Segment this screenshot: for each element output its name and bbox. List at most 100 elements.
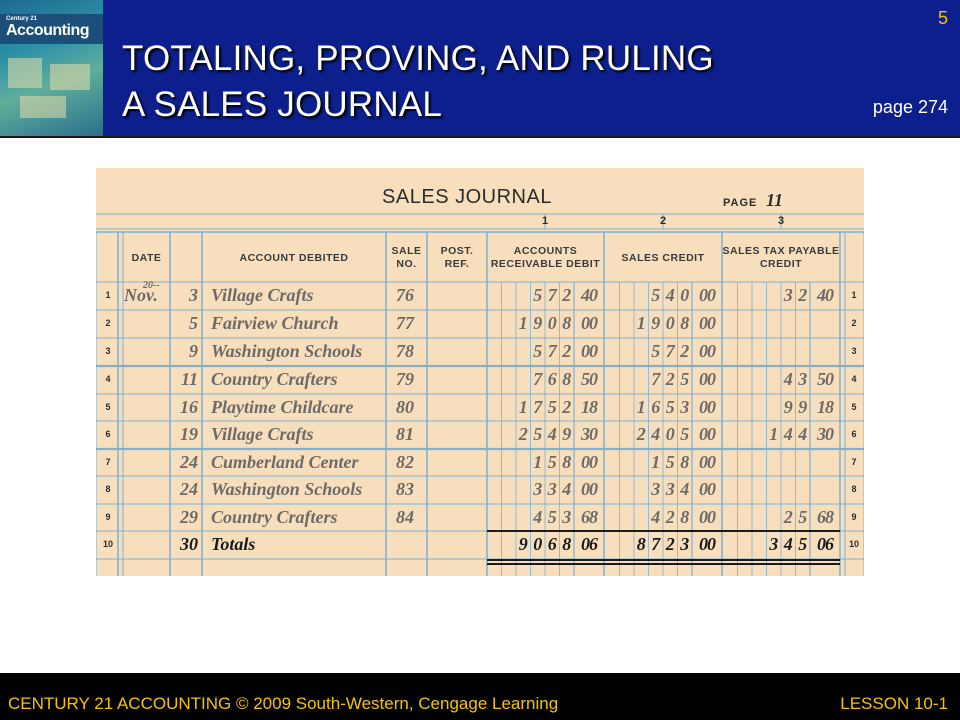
entry-account: Totals <box>211 534 256 554</box>
entry-sale-no: 82 <box>396 451 414 472</box>
cover-subtitle: Century 21 <box>6 16 38 22</box>
digit: 8 <box>562 369 572 389</box>
digit: 5 <box>680 369 690 389</box>
cover-title: Accounting <box>6 22 90 39</box>
cents: 68 <box>817 506 834 527</box>
book-cover-image: Century 21 Accounting <box>0 0 103 136</box>
digit: 2 <box>783 506 793 527</box>
title-line-1: TOTALING, PROVING, AND RULING <box>122 39 714 78</box>
cents: 18 <box>817 396 834 417</box>
header-sales-tax-credit: SALES TAX PAYABLE CREDIT <box>722 245 840 270</box>
entry-sales-credit: 7 2 5 00 <box>649 369 723 390</box>
line-number-left: 3 <box>105 346 111 356</box>
entry-sale-no: 83 <box>396 479 414 499</box>
digit: 3 <box>533 479 543 499</box>
line-number-left: 6 <box>105 429 111 439</box>
digit: 4 <box>651 424 661 444</box>
digit: 2 <box>798 285 808 305</box>
cents: 68 <box>581 506 598 527</box>
header-sales-credit: SALES CREDIT <box>621 251 705 264</box>
digit: 3 <box>769 534 779 554</box>
digit: 0 <box>665 313 675 333</box>
digit: 1 <box>651 451 661 472</box>
digit: 7 <box>547 285 557 305</box>
entry-tax-credit: 1 4 4 30 <box>767 424 841 445</box>
entry-ar-debit: 9 0 6 8 06 <box>516 534 604 555</box>
cents: 30 <box>581 424 598 444</box>
entry-account: Village Crafts <box>211 285 314 305</box>
total-single-rule <box>722 530 840 532</box>
digit: 5 <box>665 396 675 417</box>
entry-ar-debit: 1 5 8 00 <box>531 452 605 473</box>
entry-sales-credit: 5 4 0 00 <box>649 285 723 306</box>
digit: 5 <box>533 285 543 305</box>
total-single-rule <box>604 530 722 532</box>
digit: 3 <box>651 479 661 499</box>
entry-sales-credit: 1 6 5 3 00 <box>634 397 722 418</box>
header-divider <box>0 136 960 138</box>
line-number-left: 10 <box>102 539 113 549</box>
entry-sales-credit: 8 7 2 3 00 <box>634 534 722 555</box>
line-number-left: 4 <box>105 374 111 384</box>
entry-day: 16 <box>180 396 198 417</box>
digit: 2 <box>680 341 690 361</box>
digit: 2 <box>665 534 675 554</box>
line-number-left: 5 <box>105 401 111 412</box>
header-date: DATE <box>131 251 162 264</box>
digit: 2 <box>562 396 572 417</box>
digit: 2 <box>562 341 572 361</box>
digit: 5 <box>665 451 675 472</box>
digit: 0 <box>547 313 557 333</box>
footer-copyright: CENTURY 21 ACCOUNTING © 2009 South-Weste… <box>8 694 559 713</box>
entry-sales-credit: 1 5 8 00 <box>649 452 723 473</box>
digit: 4 <box>798 424 808 444</box>
header-ar-debit: ACCOUNTS RECEIVABLE DEBIT <box>490 245 601 270</box>
entry-account: Washington Schools <box>211 341 363 361</box>
entry-day: 5 <box>189 313 198 333</box>
date-year: 20-- <box>143 280 160 291</box>
digit: 2 <box>518 424 528 444</box>
total-double-rule-bottom <box>722 563 840 565</box>
line-number-left: 9 <box>105 511 111 522</box>
cents: 00 <box>699 396 716 417</box>
cents: 06 <box>581 534 598 554</box>
digit: 5 <box>798 506 808 527</box>
digit: 2 <box>665 506 675 527</box>
entry-ar-debit: 5 7 2 00 <box>531 341 605 362</box>
total-double-rule-top <box>604 559 722 561</box>
digit: 4 <box>783 369 793 389</box>
column-number: 3 <box>778 215 785 227</box>
cents: 18 <box>581 396 598 417</box>
digit: 8 <box>680 506 690 527</box>
column-number: 2 <box>660 215 667 227</box>
digit: 3 <box>798 369 808 389</box>
entry-ar-debit: 7 6 8 50 <box>531 369 605 390</box>
entry-sale-no: 76 <box>396 285 414 305</box>
entry-account: Playtime Childcare <box>211 396 354 417</box>
cents: 50 <box>817 369 834 389</box>
line-number-right: 3 <box>851 346 857 356</box>
entry-tax-credit: 2 5 68 <box>781 507 840 528</box>
line-number-right: 1 <box>851 290 857 300</box>
entry-sales-credit: 5 7 2 00 <box>649 341 723 362</box>
entry-account: Country Crafters <box>211 369 338 389</box>
entry-ar-debit: 1 9 0 8 00 <box>516 313 604 334</box>
total-double-rule-bottom <box>487 563 604 565</box>
digit: 2 <box>665 369 675 389</box>
line-number-right: 8 <box>851 484 857 494</box>
header-sale-no: SALE NO. <box>391 245 422 270</box>
total-double-rule-top <box>722 559 840 561</box>
digit: 3 <box>665 479 675 499</box>
digit: 4 <box>533 506 543 527</box>
digit: 7 <box>665 341 675 361</box>
entry-ar-debit: 2 5 4 9 30 <box>516 424 604 445</box>
digit: 0 <box>680 285 690 305</box>
header-post-ref: POST. REF. <box>440 245 474 270</box>
entry-day: 24 <box>180 479 198 499</box>
digit: 1 <box>533 451 543 472</box>
line-number-left: 8 <box>105 484 111 494</box>
digit: 5 <box>798 534 808 554</box>
entry-day: 3 <box>189 285 198 305</box>
digit: 2 <box>562 285 572 305</box>
entry-tax-credit: 3 4 5 06 <box>767 534 841 555</box>
